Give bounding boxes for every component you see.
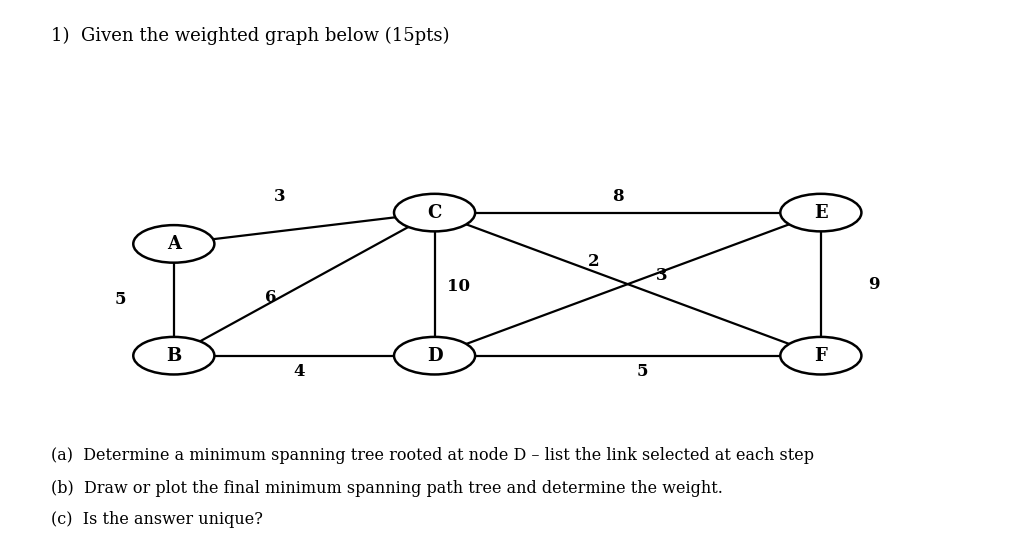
Text: 8: 8: [612, 189, 624, 205]
Text: E: E: [814, 204, 827, 222]
Circle shape: [133, 225, 214, 263]
Text: 6: 6: [265, 289, 276, 306]
Text: B: B: [166, 347, 182, 365]
Text: (a)  Determine a minimum spanning tree rooted at node D – list the link selected: (a) Determine a minimum spanning tree ro…: [51, 447, 813, 464]
Text: 10: 10: [447, 278, 470, 295]
Text: 2: 2: [588, 253, 599, 270]
Text: 3: 3: [656, 267, 667, 283]
Text: (c)  Is the answer unique?: (c) Is the answer unique?: [51, 511, 263, 527]
Text: 1)  Given the weighted graph below (15pts): 1) Given the weighted graph below (15pts…: [51, 27, 449, 46]
Circle shape: [133, 337, 214, 375]
Text: A: A: [167, 235, 180, 253]
Text: 5: 5: [637, 363, 648, 380]
Text: (b)  Draw or plot the final minimum spanning path tree and determine the weight.: (b) Draw or plot the final minimum spann…: [51, 480, 723, 496]
Text: C: C: [427, 204, 442, 222]
Circle shape: [394, 194, 476, 231]
Circle shape: [781, 337, 862, 375]
Text: 4: 4: [294, 363, 305, 380]
Text: 9: 9: [868, 276, 880, 293]
Circle shape: [781, 194, 862, 231]
Text: 5: 5: [115, 291, 127, 308]
Circle shape: [394, 337, 476, 375]
Text: F: F: [814, 347, 827, 365]
Text: D: D: [427, 347, 442, 365]
Text: 3: 3: [274, 189, 286, 205]
